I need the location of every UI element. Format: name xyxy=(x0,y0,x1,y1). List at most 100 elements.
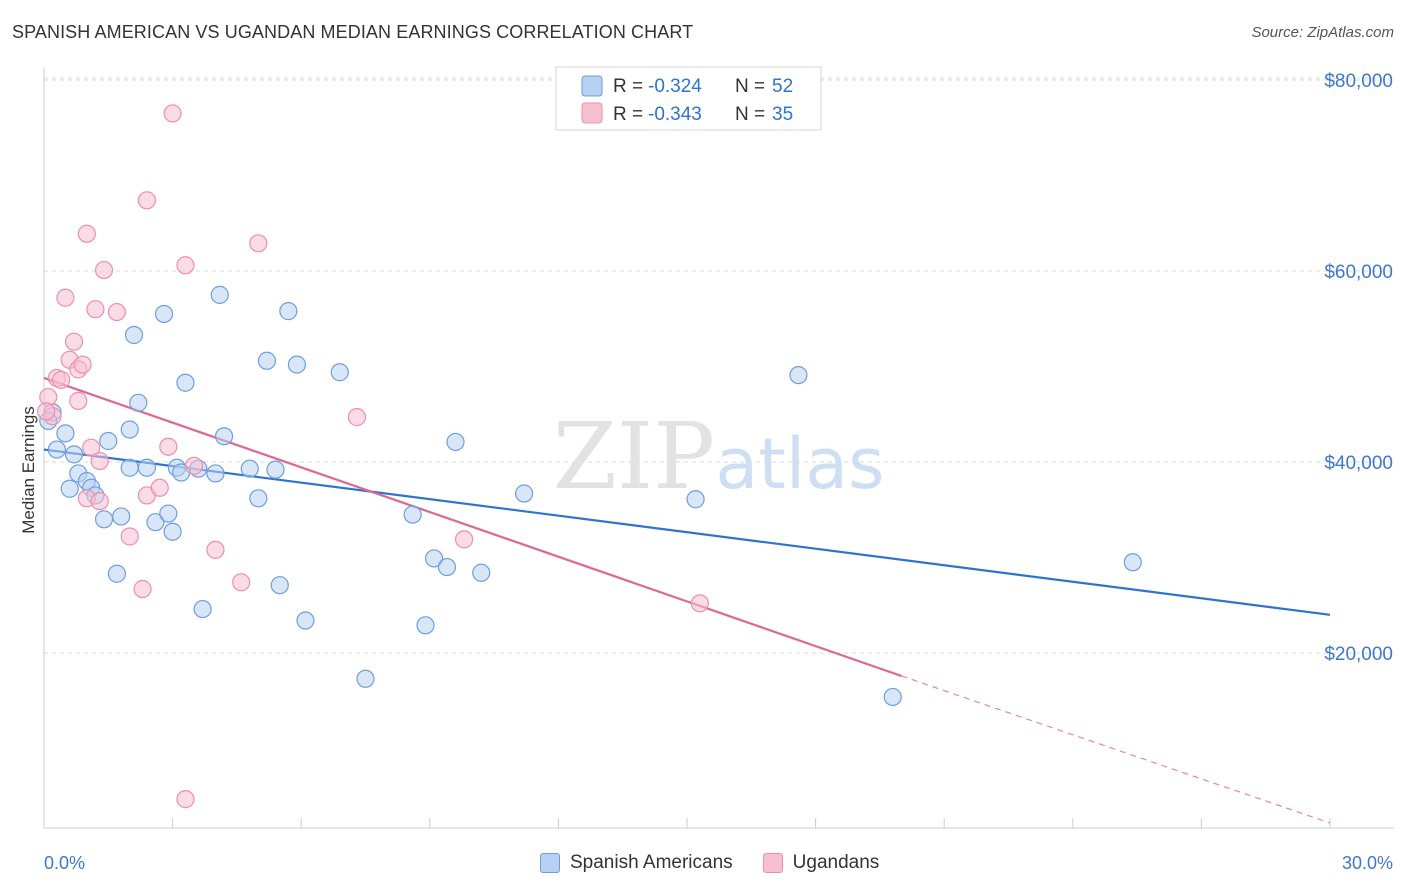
spanish-american-point xyxy=(403,505,422,524)
legend-n-value-1: 52 xyxy=(772,76,793,97)
legend-item-spanish-americans: Spanish Americans xyxy=(540,852,733,874)
ugandan-point xyxy=(690,594,709,613)
legend-r-label-2: R = xyxy=(613,104,643,125)
y-axis-label: Median Earnings xyxy=(19,406,38,534)
spanish-american-point xyxy=(330,363,349,382)
ugandan-point xyxy=(77,224,96,243)
ugandan-point xyxy=(232,573,251,592)
spanish-american-point xyxy=(163,522,182,541)
spanish-american-point xyxy=(240,459,259,478)
data-points xyxy=(37,104,1142,809)
spanish-american-point xyxy=(789,365,808,385)
spanish-american-point xyxy=(437,557,457,577)
ugandan-point xyxy=(184,456,204,475)
y-tick-labels: $20,000 $40,000 $60,000 $80,000 xyxy=(1324,71,1393,665)
spanish-american-point xyxy=(210,285,229,304)
spanish-american-point xyxy=(60,479,79,498)
legend-label-ugandans: Ugandans xyxy=(792,852,880,873)
ugandan-trend-line xyxy=(43,376,902,677)
ugandan-point xyxy=(150,478,169,497)
ugandan-trend-extension xyxy=(901,675,1331,824)
ugandan-point xyxy=(249,234,268,253)
spanish-american-point xyxy=(154,304,174,324)
legend-n-label-1: N = xyxy=(735,76,765,97)
spanish-american-point xyxy=(249,489,268,508)
watermark: ZIP atlas xyxy=(553,403,885,510)
spanish-american-point xyxy=(287,355,307,374)
spanish-american-point xyxy=(686,490,705,509)
spanish-american-point xyxy=(446,432,465,452)
spanish-american-point xyxy=(515,484,534,503)
ugandan-point xyxy=(69,391,88,410)
ugandan-point xyxy=(86,300,105,319)
legend-n-value-2: 35 xyxy=(772,104,793,125)
chart-title: SPANISH AMERICAN VS UGANDAN MEDIAN EARNI… xyxy=(12,22,694,42)
legend-swatch-blue xyxy=(581,75,603,97)
spanish-american-point xyxy=(129,393,148,412)
x-tick-label: 0.0% xyxy=(44,853,85,873)
legend-item-ugandans: Ugandans xyxy=(762,852,880,874)
spanish-american-point xyxy=(296,611,315,630)
spanish-american-point xyxy=(120,458,139,477)
y-tick-label: $40,000 xyxy=(1324,453,1393,474)
ugandan-point xyxy=(107,302,126,322)
ugandan-point xyxy=(176,256,195,275)
ugandan-point xyxy=(90,451,109,471)
spanish-american-point xyxy=(176,373,195,392)
legend-swatch-ugandans xyxy=(762,853,783,873)
spanish-american-point xyxy=(137,458,156,477)
spanish-american-point xyxy=(124,325,144,345)
spanish-american-point xyxy=(193,599,212,619)
spanish-american-point xyxy=(112,507,131,526)
trend-lines xyxy=(43,376,1331,824)
spanish-american-point xyxy=(159,504,178,523)
watermark-zip: ZIP xyxy=(553,403,715,510)
spanish-american-point xyxy=(206,464,225,483)
ugandan-point xyxy=(52,370,71,389)
legend-swatch-spanish-americans xyxy=(540,853,560,873)
spanish-american-point xyxy=(257,351,277,370)
spanish-american-point xyxy=(56,424,75,443)
ugandan-point xyxy=(137,191,156,210)
spanish-american-point xyxy=(270,576,289,595)
correlation-legend: R = -0.324 N = 52 R = -0.343 N = 35 xyxy=(555,66,822,131)
spanish-american-point xyxy=(146,513,165,532)
watermark-atlas: atlas xyxy=(715,423,884,505)
ugandan-point xyxy=(206,540,225,559)
ugandan-point xyxy=(82,438,101,457)
ugandan-point xyxy=(56,288,75,307)
ugandan-point xyxy=(159,437,178,456)
spanish-american-point xyxy=(47,440,66,459)
spanish-american-trend-line xyxy=(43,448,1331,616)
ugandan-point xyxy=(163,104,182,123)
series-legend: Spanish Americans Ugandans xyxy=(540,852,909,874)
ugandan-point xyxy=(120,527,139,546)
y-tick-label: $60,000 xyxy=(1324,262,1393,283)
legend-label-spanish-americans: Spanish Americans xyxy=(570,852,733,873)
ugandan-point xyxy=(90,492,109,511)
legend-n-label-2: N = xyxy=(735,104,765,125)
legend-r-label-1: R = xyxy=(613,76,643,97)
legend-r-value-2: -0.343 xyxy=(648,104,702,125)
spanish-american-point xyxy=(883,687,902,707)
x-tick-labels: 0.0% 30.0% xyxy=(44,853,1393,873)
x-tick-label: 30.0% xyxy=(1342,853,1393,873)
ugandan-point xyxy=(176,790,195,809)
spanish-american-point xyxy=(416,616,435,635)
spanish-american-point xyxy=(94,510,114,529)
ugandan-point xyxy=(454,530,474,549)
spanish-american-point xyxy=(424,549,444,568)
spanish-american-point xyxy=(266,460,285,479)
spanish-american-point xyxy=(356,669,375,688)
ugandan-point xyxy=(37,402,56,421)
spanish-american-point xyxy=(99,431,118,451)
grid-lines xyxy=(44,77,1394,654)
spanish-american-point xyxy=(472,563,491,582)
ugandan-point xyxy=(347,408,367,427)
spanish-american-point xyxy=(279,302,298,321)
ugandan-point xyxy=(94,260,114,280)
spanish-american-point xyxy=(214,427,234,446)
axes xyxy=(43,68,1394,829)
spanish-american-point xyxy=(64,445,84,464)
